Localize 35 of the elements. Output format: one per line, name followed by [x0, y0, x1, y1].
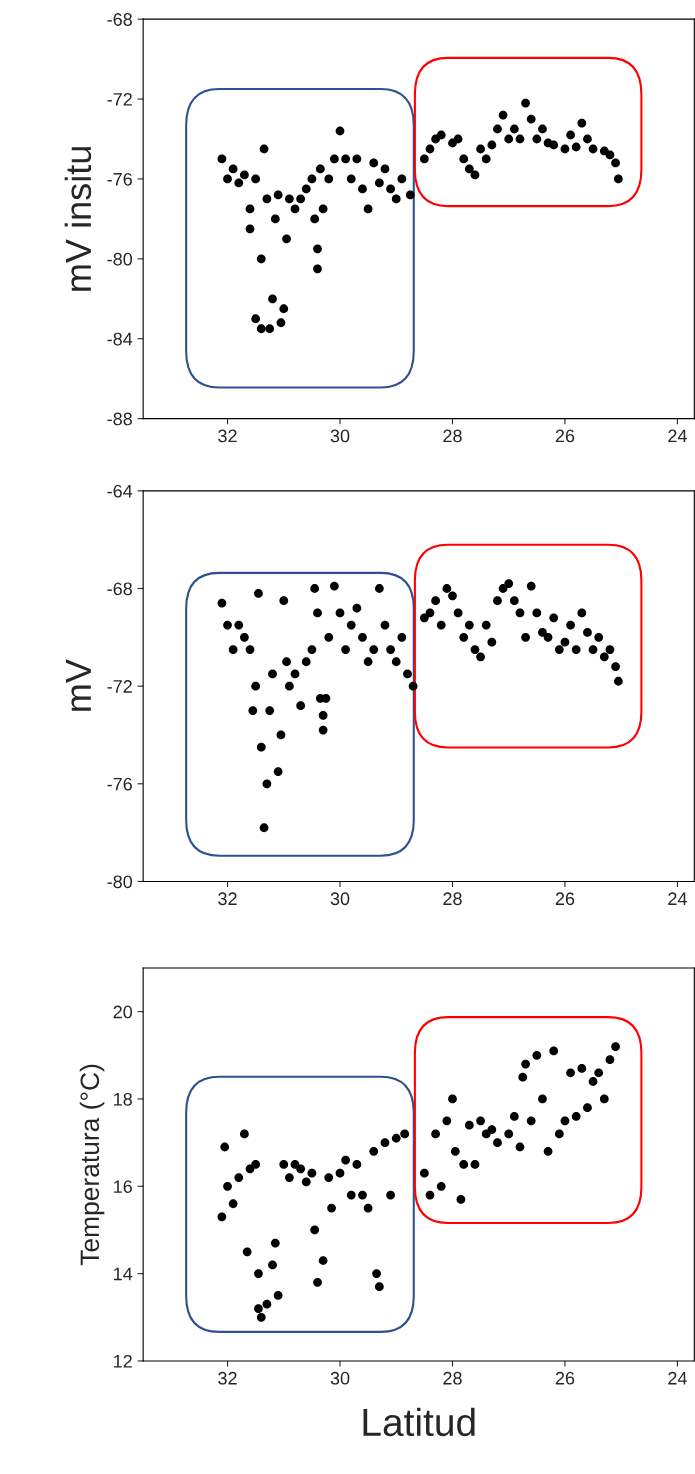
- x-tick-label: 32: [218, 892, 237, 906]
- y-axis-title: mV: [65, 659, 91, 711]
- x-tick-label: 32: [218, 429, 237, 443]
- y-tick-label: -72: [107, 92, 132, 106]
- x-tick-label: 30: [330, 429, 350, 443]
- x-tick-label: 24: [668, 892, 687, 905]
- y-tick-label: -88: [107, 412, 132, 426]
- x-tick-label: 24: [668, 429, 687, 443]
- y-tick-label: -84: [107, 332, 133, 346]
- x-axis-title: Latitud: [363, 1407, 475, 1437]
- x-tick-label: 26: [555, 892, 575, 906]
- y-tick-label: -80: [107, 252, 133, 266]
- y-tick-label: 14: [114, 1267, 133, 1281]
- y-tick-label: 16: [114, 1180, 132, 1194]
- x-tick-label: 26: [555, 1371, 575, 1385]
- y-axis-title: Temperatura (°C): [79, 1064, 105, 1266]
- y-tick-label: -72: [107, 680, 132, 693]
- y-tick-label: 18: [114, 1092, 132, 1106]
- y-axis-title: mV insitu: [64, 147, 92, 291]
- y-tick-label: -76: [107, 777, 132, 791]
- y-tick-label: -68: [107, 582, 132, 596]
- x-tick-label: 30: [330, 1371, 350, 1385]
- y-tick-label: 20: [113, 1005, 133, 1019]
- x-tick-label: 28: [443, 1371, 462, 1385]
- y-tick-label: -64: [107, 484, 133, 498]
- y-tick-label: -76: [107, 172, 132, 186]
- x-tick-label: 28: [443, 429, 462, 443]
- x-tick-label: 30: [330, 892, 350, 906]
- x-tick-label: 24: [668, 1371, 687, 1385]
- x-tick-label: 28: [443, 892, 462, 906]
- y-tick-label: 12: [114, 1354, 132, 1368]
- y-tick-label: -68: [107, 13, 132, 26]
- x-tick-label: 32: [218, 1371, 237, 1385]
- y-tick-label: -80: [107, 875, 133, 889]
- x-tick-label: 26: [555, 429, 575, 443]
